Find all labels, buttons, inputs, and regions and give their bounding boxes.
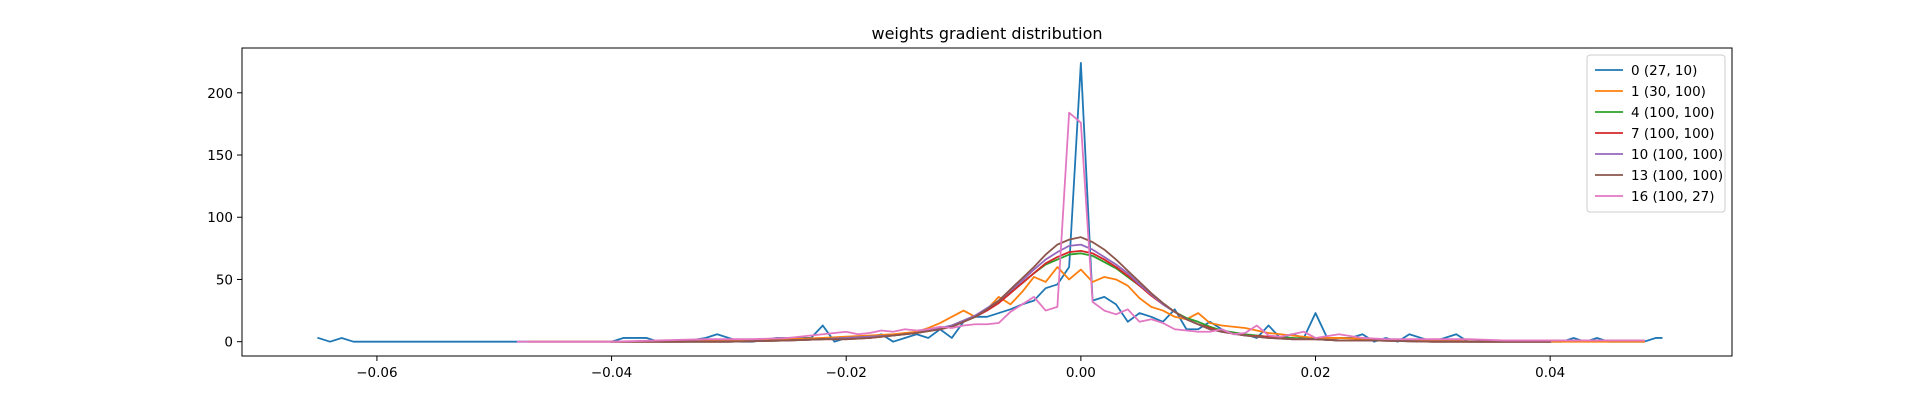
- legend-entry-2: 4 (100, 100): [1595, 105, 1715, 121]
- legend-entry-3: 7 (100, 100): [1595, 126, 1715, 142]
- legend-entry-4: 10 (100, 100): [1595, 147, 1723, 163]
- x-tick-label: −0.02: [826, 365, 867, 381]
- axes: −0.06 −0.04 −0.02 0.00 0.02 0.04 0 50 100 150 200: [207, 47, 1733, 381]
- y-tick-label: 0: [224, 335, 233, 351]
- legend-box: [1586, 54, 1726, 213]
- legend-label: 7 (100, 100): [1631, 126, 1715, 142]
- legend-entry-6: 16 (100, 27): [1595, 189, 1715, 205]
- series-line-1: [528, 266, 1645, 343]
- y-tick-label: 100: [207, 210, 233, 226]
- series-line-6: [516, 111, 1645, 343]
- legend-entry-1: 1 (30, 100): [1595, 84, 1706, 100]
- legend: 0 (27, 10) 1 (30, 100) 4 (100, 100) 7 (100,…: [1586, 54, 1726, 213]
- x-tick-label: 0.00: [1066, 365, 1096, 381]
- plot-area: [317, 62, 1663, 343]
- legend-label: 16 (100, 27): [1631, 189, 1715, 205]
- chart-title: weights gradient distribution: [871, 24, 1102, 43]
- y-tick-label: 50: [216, 272, 233, 288]
- x-tick-label: 0.02: [1300, 365, 1330, 381]
- axes-frame: [241, 47, 1733, 357]
- x-tick-label: 0.04: [1535, 365, 1565, 381]
- series-lines: [317, 62, 1663, 343]
- x-tick-label: −0.06: [356, 365, 397, 381]
- legend-label: 0 (27, 10): [1631, 63, 1697, 79]
- legend-label: 13 (100, 100): [1631, 168, 1723, 184]
- legend-label: 1 (30, 100): [1631, 84, 1706, 100]
- legend-label: 10 (100, 100): [1631, 147, 1723, 163]
- x-tick-label: −0.04: [591, 365, 632, 381]
- y-tick-label: 200: [207, 86, 233, 102]
- series-line-0: [317, 62, 1663, 343]
- legend-entry-0: 0 (27, 10): [1595, 63, 1697, 79]
- series-line-5: [610, 236, 1552, 343]
- legend-entry-5: 13 (100, 100): [1595, 168, 1723, 184]
- legend-label: 4 (100, 100): [1631, 105, 1715, 121]
- y-tick-label: 150: [207, 148, 233, 164]
